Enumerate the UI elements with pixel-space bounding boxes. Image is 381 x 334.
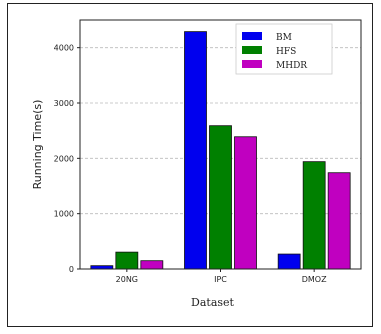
- bar-mhdr-dmoz: [327, 172, 351, 270]
- x-axis-label: Dataset: [191, 296, 235, 309]
- legend-swatch-mhdr: [242, 60, 262, 68]
- bar-bm-dmoz: [277, 253, 301, 270]
- legend-label-hfs: HFS: [276, 47, 296, 57]
- bar-mhdr-ipc: [234, 136, 257, 270]
- x-tick-label: IPC: [214, 275, 227, 284]
- bar-mhdr-20ng: [140, 260, 164, 270]
- y-tick-label: 4000: [54, 44, 74, 53]
- y-tick-label: 2000: [54, 154, 74, 163]
- legend-label-bm: BM: [276, 33, 292, 43]
- legend: BM HFS MHDR: [235, 23, 333, 75]
- bar-hfs-dmoz: [302, 161, 326, 270]
- legend-swatch-hfs: [242, 46, 262, 54]
- bars: [90, 31, 351, 270]
- y-axis-label: Running Time(s): [31, 100, 44, 190]
- y-tick-label: 3000: [54, 99, 74, 108]
- x-tick-label: DMOZ: [302, 275, 327, 284]
- axis-ticks: 0 1000 2000 3000 4000 20NG IPC DMOZ: [54, 44, 327, 284]
- legend-swatch-bm: [242, 32, 262, 40]
- x-tick-label: 20NG: [116, 275, 138, 284]
- bar-hfs-20ng: [115, 251, 139, 270]
- bar-bm-ipc: [184, 31, 207, 270]
- y-tick-label: 0: [69, 265, 74, 274]
- legend-label-mhdr: MHDR: [276, 61, 307, 71]
- bar-hfs-ipc: [209, 125, 232, 270]
- y-tick-label: 1000: [54, 210, 74, 219]
